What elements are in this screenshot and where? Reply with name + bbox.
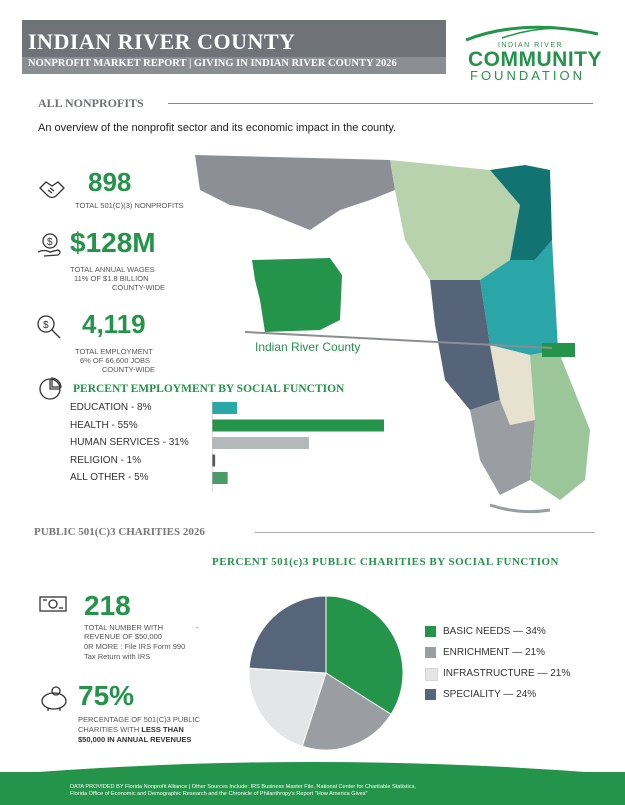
section-divider	[168, 103, 593, 104]
legend-label-3: SPECIALITY — 24%	[443, 689, 537, 700]
stat-wages-value: $128M	[70, 227, 156, 258]
stat-wages-label2: 11% OF $1.8 BILLION	[74, 274, 149, 283]
stat-employment-label1: TOTAL EMPLOYMENT	[75, 347, 153, 356]
legend-swatch-2	[425, 668, 438, 681]
header-banner	[22, 20, 446, 74]
footer-line2: Florida Office of Economic and Demograph…	[70, 791, 368, 797]
bar-3	[212, 454, 216, 467]
legend-swatch-3	[425, 689, 436, 700]
handshake-icon	[39, 181, 65, 199]
bar-0	[212, 402, 238, 414]
pie-slice-3	[248, 595, 327, 674]
footer-sources: DATA PROVIDED BY Florida Nonprofit Allia…	[70, 784, 590, 798]
bar-label-2: HUMAN SERVICES - 31%	[70, 437, 189, 448]
charity-percent-value: 75%	[78, 680, 135, 711]
svg-text:$: $	[43, 320, 49, 331]
stat-nonprofits-label: TOTAL 501(c)(3) NONPROFITS	[75, 201, 184, 210]
footer-line1: DATA PROVIDED BY Florida Nonprofit Allia…	[70, 784, 416, 790]
stat-nonprofits-value: 898	[88, 167, 132, 197]
bar-1	[212, 419, 384, 432]
stat-employment-label3: COUNTY-WIDE	[102, 365, 156, 374]
logo-swoosh-icon	[465, 25, 599, 42]
bar-label-1: HEALTH - 55%	[70, 419, 138, 431]
legend-swatch-0	[425, 626, 436, 637]
intro-text: An overview of the nonprofit sector and …	[38, 122, 397, 134]
pie-chart-title: PERCENT 501(c)3 PUBLIC CHARITIES BY SOCI…	[212, 556, 559, 568]
charity-count-dash: -	[196, 623, 199, 632]
bar-2	[212, 437, 309, 449]
stat-wages-label1: TOTAL ANNUAL WAGES	[70, 265, 155, 274]
employment-bar-chart	[212, 400, 384, 492]
section-title-public-charities: PUBLIC 501(C)3 CHARITIES 2026	[34, 526, 205, 538]
page-subtitle: NONPROFIT MARKET REPORT | GIVING IN INDI…	[28, 58, 397, 69]
cash-icon	[39, 596, 67, 612]
money-hand-icon: $	[37, 233, 61, 257]
footer-bar	[0, 772, 625, 805]
bar-label-3: RELIGION - 1%	[70, 454, 142, 466]
charity-percent-label2: CHARITIES WITH LESS THAN	[78, 725, 184, 734]
charity-count-label3: 0R MORE : File IRS Form 990	[84, 642, 186, 651]
bar-label-4: ALL OTHER - 5%	[70, 472, 149, 483]
stat-wages-label3: COUNTY-WIDE	[112, 283, 166, 292]
logo-foundation-text: FOUNDATION	[470, 68, 585, 83]
charity-count-label1: TOTAL NUMBER WITH	[84, 623, 164, 632]
charity-count-label2: REVENUE OF $50,000	[84, 632, 162, 641]
search-dollar-icon: $	[37, 315, 61, 339]
charity-percent-label2b: LESS THAN	[141, 725, 184, 734]
florida-map	[195, 155, 590, 514]
piggy-bank-icon	[41, 686, 67, 711]
footer-wave	[0, 762, 625, 775]
legend-label-2: INFRASTRUCTURE — 21%	[443, 668, 571, 679]
stat-employment-label2: 6% OF 66,600 JOBS	[80, 356, 151, 365]
logo-small-text: INDIAN RIVER	[498, 42, 564, 49]
county-label: Indian River County	[255, 340, 361, 354]
legend-label-0: BASIC NEEDS — 34%	[443, 626, 546, 637]
section-divider-2	[255, 532, 595, 533]
pie-slice-2	[248, 667, 327, 747]
legend-label-1: ENRICHMENT — 21%	[443, 647, 546, 658]
section-title-all-nonprofits: ALL NONPROFITS	[38, 96, 144, 110]
charity-percent-label1: PERCENTAGE OF 501(C)3 PUBLIC	[78, 715, 200, 724]
charity-count-label4: Tax Return with IRS	[84, 652, 151, 661]
pie-chart-icon	[39, 377, 62, 400]
legend-swatch-1	[425, 647, 436, 658]
charity-percent-label3: $50,000 IN ANNUAL REVENUES	[78, 735, 192, 744]
charity-count-value: 218	[84, 590, 131, 621]
pie-slice-1	[301, 672, 392, 751]
employment-chart-title: PERCENT EMPLOYMENT BY SOCIAL FUNCTION	[73, 383, 345, 395]
bar-label-0: EDUCATION - 8%	[70, 402, 152, 413]
bar-4	[212, 472, 228, 484]
svg-text:$: $	[47, 237, 53, 248]
logo-community-text: COMMUNITY	[468, 48, 602, 71]
charity-percent-label2a: CHARITIES WITH	[78, 725, 142, 734]
page-title: INDIAN RIVER COUNTY	[28, 29, 296, 54]
charities-pie-chart	[248, 595, 404, 751]
stat-employment-value: 4,119	[82, 309, 146, 339]
